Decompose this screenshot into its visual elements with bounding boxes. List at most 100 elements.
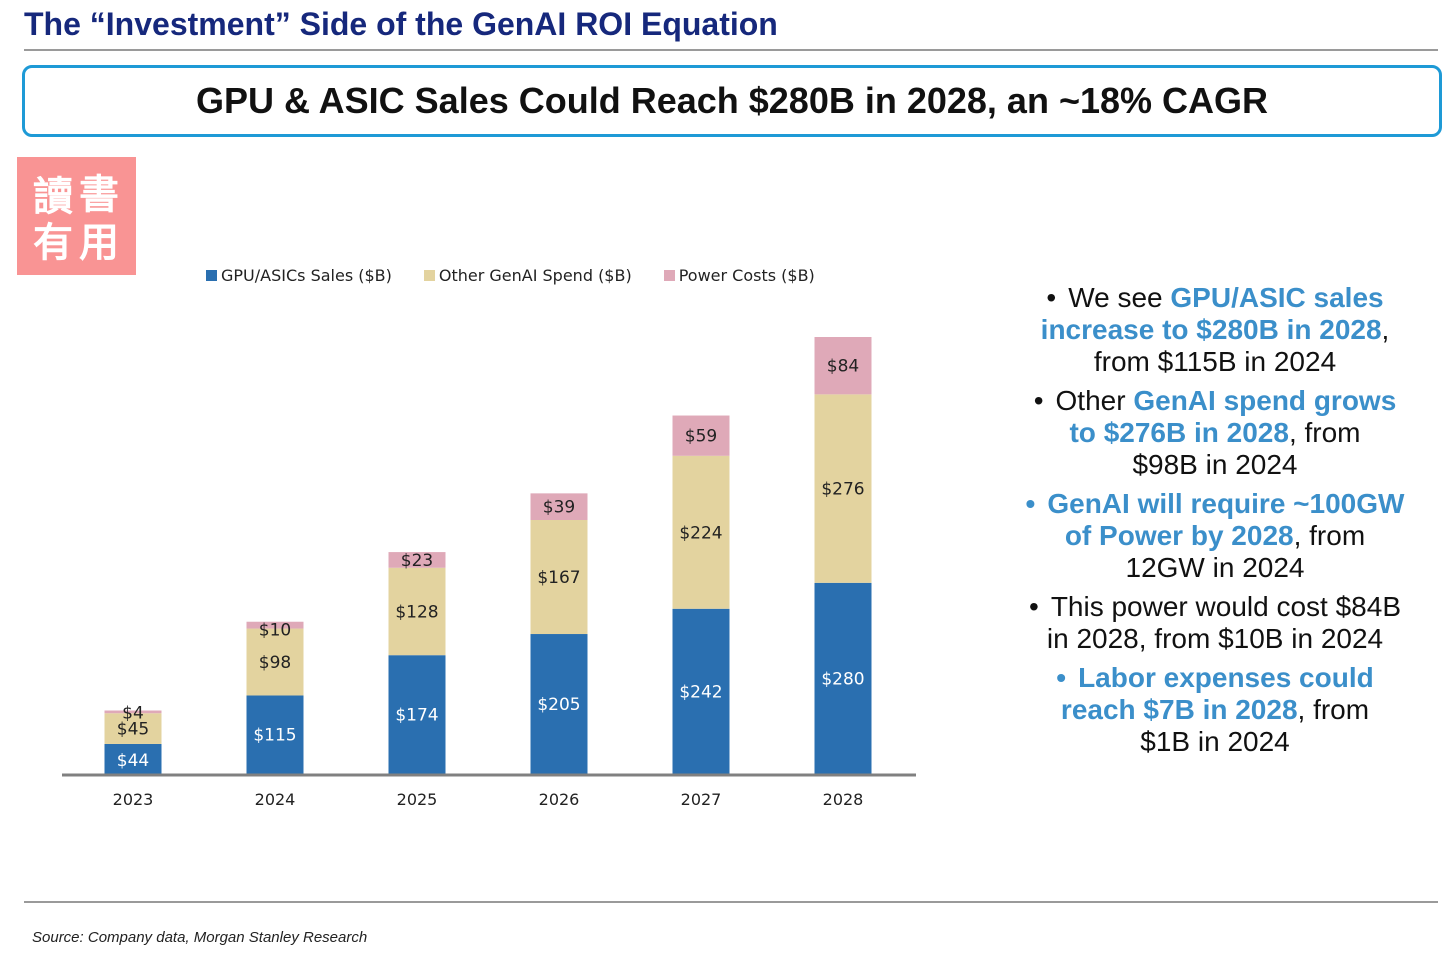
- bullet-text: , from: [1297, 694, 1370, 725]
- x-tick-label: 2023: [113, 790, 154, 809]
- highlight-text: Labor expenses could: [1078, 662, 1374, 693]
- bullet-dot-icon: •: [1046, 282, 1057, 313]
- x-tick-label: 2024: [255, 790, 296, 809]
- x-tick-label: 2028: [823, 790, 864, 809]
- data-label: $39: [543, 498, 575, 518]
- bullet-line: • This power would cost $84B: [990, 591, 1440, 623]
- data-label: $224: [679, 523, 722, 543]
- bullet-item: • GenAI will require ~100GW of Power by 20…: [990, 488, 1440, 584]
- data-label: $59: [685, 427, 717, 447]
- chart-legend: GPU/ASICs Sales ($B) Other GenAI Spend (…: [206, 266, 815, 285]
- bar-segment-power: [104, 710, 162, 714]
- bar-segment-other: [246, 628, 304, 696]
- legend-swatch: [423, 270, 435, 281]
- stamp-logo: 書 讀 有 用: [17, 157, 136, 275]
- data-label: $174: [395, 706, 438, 726]
- bar-segment-gpu: [672, 608, 730, 774]
- bar-segment-other: [814, 394, 872, 583]
- bullet-line: of Power by 2028, from: [990, 520, 1440, 552]
- x-tick-label: 2027: [681, 790, 722, 809]
- bar-segment-power: [388, 552, 446, 568]
- data-label: $45: [117, 720, 149, 740]
- highlight-text: to $276B in 2028: [1069, 417, 1289, 448]
- data-label: $115: [253, 726, 296, 746]
- legend-swatch: [663, 270, 675, 281]
- bar-segment-other: [530, 519, 588, 635]
- bullet-line: • GenAI will require ~100GW: [990, 488, 1440, 520]
- bullet-text: $98B in 2024: [1132, 449, 1298, 480]
- bullet-line: reach $7B in 2028, from: [990, 694, 1440, 726]
- bullet-text: This power would cost $84B: [1050, 591, 1401, 622]
- bar-segment-power: [530, 493, 588, 520]
- title-divider: [24, 49, 1438, 51]
- legend-label: Power Costs ($B): [678, 266, 815, 285]
- data-label: $276: [821, 480, 864, 500]
- stamp-char: 讀: [33, 173, 73, 220]
- x-tick-label: 2025: [397, 790, 438, 809]
- data-label: $280: [821, 669, 864, 689]
- bullet-line: to $276B in 2028, from: [990, 417, 1440, 449]
- highlight-text: reach $7B in 2028: [1060, 694, 1298, 725]
- bar-segment-power: [814, 337, 872, 395]
- bar-segment-power: [246, 621, 304, 629]
- legend-label: Other GenAI Spend ($B): [438, 266, 632, 285]
- bullet-line: $98B in 2024: [990, 449, 1440, 481]
- stamp-char: 有: [33, 219, 73, 266]
- data-label: $128: [395, 602, 438, 622]
- data-label: $167: [537, 568, 580, 588]
- data-label: $98: [259, 653, 291, 673]
- bullet-item: • Other GenAI spend grows to $276B in 2028…: [990, 385, 1440, 481]
- highlight-text: of Power by 2028: [1064, 520, 1294, 551]
- headline: GPU & ASIC Sales Could Reach $280B in 20…: [195, 80, 1269, 121]
- highlight-text: GenAI will require ~100GW: [1047, 488, 1405, 519]
- bullet-line: • Labor expenses could: [990, 662, 1440, 694]
- bar-segment-power: [672, 415, 730, 456]
- bullet-item: • This power would cost $84B in 2028, from…: [990, 591, 1440, 655]
- bullet-dot-icon: •: [1056, 662, 1067, 693]
- stamp-char: 用: [79, 219, 119, 266]
- bullet-dot-icon: •: [1029, 591, 1039, 622]
- bar-segment-gpu: [530, 634, 588, 774]
- highlight-text: GenAI spend grows: [1133, 385, 1397, 416]
- bar-segment-other: [388, 567, 446, 656]
- bullet-text: We see: [1068, 282, 1171, 313]
- bullet-text: $1B in 2024: [1140, 726, 1290, 757]
- bullet-text: Other: [1055, 385, 1134, 416]
- legend-item-other: Other GenAI Spend ($B): [423, 266, 632, 285]
- bullet-text: ,: [1381, 314, 1390, 345]
- commentary-bullets: • We see GPU/ASIC sales increase to $280B …: [990, 282, 1440, 765]
- legend-label: GPU/ASICs Sales ($B): [221, 266, 392, 285]
- bullet-dot-icon: •: [1025, 488, 1036, 519]
- bullet-line: in 2028, from $10B in 2024: [990, 623, 1440, 655]
- bar-segment-gpu: [388, 655, 446, 774]
- legend-swatch: [206, 270, 217, 281]
- data-label: $10: [259, 621, 291, 641]
- bullet-line: • We see GPU/ASIC sales: [990, 282, 1440, 314]
- headline-box: GPU & ASIC Sales Could Reach $280B in 20…: [22, 65, 1442, 137]
- bar-segment-gpu: [246, 695, 304, 774]
- bar-segment-gpu: [104, 743, 162, 774]
- data-label: $84: [827, 357, 859, 377]
- bullet-line: 12GW in 2024: [990, 552, 1440, 584]
- stamp-char: 書: [79, 171, 119, 218]
- bullet-dot-icon: •: [1033, 385, 1044, 416]
- bullet-line: from $115B in 2024: [990, 346, 1440, 378]
- data-label: $205: [537, 695, 580, 715]
- bar-segment-other: [672, 455, 730, 609]
- bar-segment-gpu: [814, 582, 872, 774]
- stacked-bar-chart: $44 $45$4 2023 $115 $98 $10 2024 $174 $128 $23 202…: [62, 337, 916, 809]
- bullet-item: • Labor expenses could reach $7B in 2028, …: [990, 662, 1440, 758]
- bullet-line: $1B in 2024: [990, 726, 1440, 758]
- highlight-text: GPU/ASIC sales: [1170, 282, 1384, 313]
- bar-segment-other: [104, 713, 162, 744]
- bullet-text: , from: [1293, 520, 1366, 551]
- data-label: $23: [401, 551, 433, 571]
- bullet-text: in 2028, from $10B in 2024: [1046, 623, 1384, 654]
- footer-divider: [24, 901, 1438, 903]
- bullet-line: increase to $280B in 2028,: [990, 314, 1440, 346]
- highlight-text: increase to $280B in 2028: [1040, 314, 1382, 345]
- data-label: $242: [679, 682, 722, 702]
- legend-item-power: Power Costs ($B): [663, 266, 815, 285]
- data-label: $4: [122, 703, 144, 723]
- data-label: $44: [117, 751, 149, 771]
